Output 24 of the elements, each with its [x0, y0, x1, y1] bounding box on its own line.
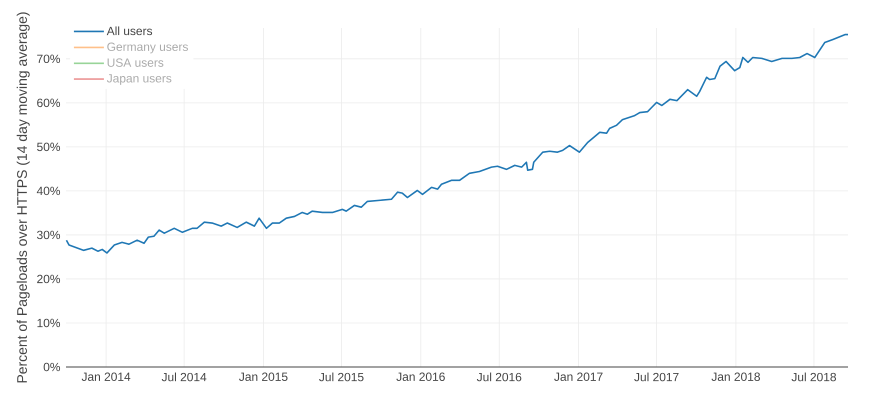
- legend-label: Japan users: [106, 74, 172, 85]
- y-tick-label: 40%: [36, 186, 60, 196]
- legend-label: USA users: [108, 58, 164, 67]
- x-tick-label: Jan 2016: [396, 372, 445, 381]
- line-series: [66, 34, 849, 254]
- x-tick-label: Jul 2014: [162, 372, 206, 382]
- legend-label: All users: [106, 26, 152, 36]
- y-tick-label: 70%: [37, 54, 60, 64]
- y-tick-label: 0%: [44, 362, 60, 372]
- x-tick-label: Jul 2018: [792, 372, 836, 382]
- x-tick-label: Jan 2015: [239, 372, 288, 381]
- y-axis-title: Percent of Pageloads over HTTPS (14 day moving average): [16, 12, 30, 382]
- x-tick-label: Jan 2014: [82, 372, 130, 381]
- y-tick-label: 30%: [37, 230, 60, 240]
- y-tick-label: 60%: [37, 98, 60, 108]
- x-tick-label: Jul 2015: [319, 372, 364, 382]
- x-tick-label: Jan 2017: [554, 372, 603, 381]
- y-tick-label: 50%: [37, 142, 60, 152]
- x-tick-label: Jul 2016: [476, 372, 522, 382]
- x-tick-label: Jan 2018: [712, 372, 760, 381]
- legend-label: Germany users: [107, 42, 188, 54]
- y-tick-label: 10%: [37, 318, 60, 328]
- y-tick-label: 20%: [37, 274, 60, 284]
- x-tick-label: Jul 2017: [634, 372, 679, 382]
